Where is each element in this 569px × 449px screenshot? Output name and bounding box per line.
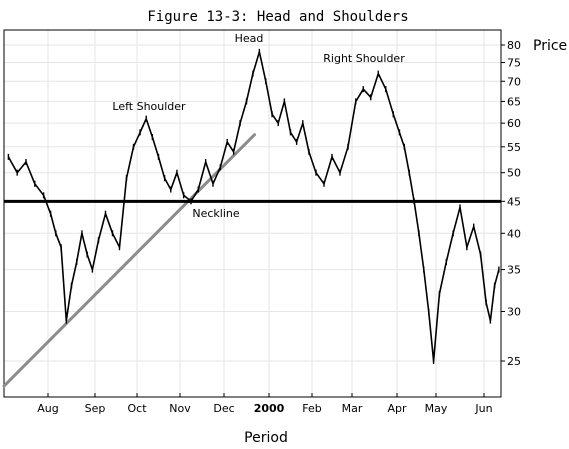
x-tick-label: Oct bbox=[127, 402, 147, 415]
y-tick-label: 70 bbox=[507, 75, 521, 88]
annotation-right-shoulder: Right Shoulder bbox=[323, 52, 405, 65]
price-layer bbox=[7, 48, 500, 364]
x-tick-label: Apr bbox=[387, 402, 407, 415]
plot-frame bbox=[3, 29, 502, 398]
annotation-left-shoulder: Left Shoulder bbox=[112, 100, 186, 113]
x-tick-label: Dec bbox=[213, 402, 234, 415]
annotation-head: Head bbox=[235, 32, 264, 45]
x-tick-label: Mar bbox=[342, 402, 363, 415]
y-tick-label: 30 bbox=[507, 305, 521, 318]
y-tick-label: 45 bbox=[507, 195, 521, 208]
x-tick-label: Sep bbox=[85, 402, 106, 415]
y-axis-title: Price bbox=[533, 38, 567, 54]
y-tick-label: 35 bbox=[507, 264, 521, 277]
annotation-neckline: Neckline bbox=[192, 207, 239, 220]
x-tick-label: Jun bbox=[474, 402, 492, 415]
y-tick-layer: 25 30 35 40 45 50 55 60 65 70 75 80 bbox=[501, 39, 521, 368]
y-tick-label: 25 bbox=[507, 355, 521, 368]
y-tick-label: 75 bbox=[507, 57, 521, 70]
price-series-line bbox=[7, 51, 500, 362]
y-tick-label: 60 bbox=[507, 117, 521, 130]
x-tick-label: Feb bbox=[302, 402, 321, 415]
y-tick-label: 50 bbox=[507, 167, 521, 180]
y-tick-label: 80 bbox=[507, 39, 521, 52]
y-tick-label: 55 bbox=[507, 141, 521, 154]
trendline bbox=[2, 133, 256, 388]
y-tick-label: 65 bbox=[507, 95, 521, 108]
trend-layer bbox=[2, 133, 256, 388]
x-tick-label: Nov bbox=[169, 402, 191, 415]
x-tick-label: 2000 bbox=[254, 402, 285, 415]
y-tick-label: 40 bbox=[507, 227, 521, 240]
x-axis-title: Period bbox=[244, 430, 288, 446]
x-tick-label: May bbox=[425, 402, 448, 415]
x-tick-layer: Aug Sep Oct Nov Dec 2000 Feb Mar Apr May Jun bbox=[37, 393, 493, 415]
chart-title: Figure 13-3: Head and Shoulders bbox=[147, 9, 408, 25]
x-tick-label: Aug bbox=[37, 402, 58, 415]
grid-layer bbox=[4, 30, 501, 397]
